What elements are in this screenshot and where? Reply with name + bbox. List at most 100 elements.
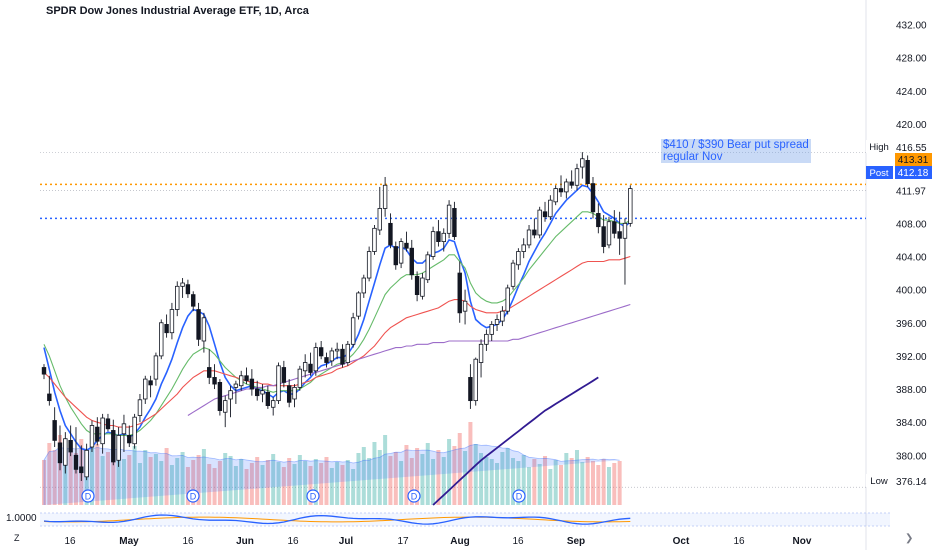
candle-body: [446, 204, 452, 234]
candle-body: [191, 294, 196, 307]
volume-bar: [516, 461, 521, 505]
candle-body: [430, 231, 436, 257]
candle-body: [57, 442, 63, 464]
volume-bar: [580, 462, 585, 505]
volume-bar: [255, 457, 260, 505]
volume-bar: [479, 453, 484, 505]
candle-body: [249, 378, 255, 390]
volume-bar: [260, 465, 265, 505]
candle-body: [553, 188, 558, 203]
time-axis-label: Oct: [673, 536, 690, 547]
volume-bar: [42, 460, 46, 505]
candle-body: [228, 390, 233, 400]
candle-body: [356, 292, 361, 317]
candle-body: [244, 375, 249, 382]
time-axis-label: May: [119, 536, 139, 547]
price-tick-label: 388.00: [896, 385, 927, 396]
time-axis-label: Jul: [339, 536, 354, 547]
navigate-forward-icon[interactable]: ❯: [905, 533, 914, 544]
volume-bar: [308, 466, 313, 505]
oscillator-signal-line: [43, 516, 631, 523]
volume-bar: [601, 459, 606, 505]
candle-body: [217, 382, 223, 411]
candle-body: [494, 319, 500, 325]
volume-bar: [249, 463, 254, 505]
candle-body: [478, 343, 484, 363]
low-value: 376.14: [896, 477, 927, 488]
volume-bar: [148, 457, 153, 505]
volume-bar: [505, 448, 510, 505]
price-tick-label: 411.97: [896, 186, 926, 197]
volume-bar: [543, 456, 548, 505]
volume-bar: [559, 465, 564, 505]
candle-body: [590, 183, 596, 213]
volume-bar: [468, 422, 473, 505]
candle-body: [436, 231, 441, 242]
candle-body: [537, 209, 542, 236]
volume-bar: [287, 458, 292, 505]
last-price-badge: 413.31: [898, 155, 929, 166]
candle-body: [612, 221, 617, 234]
volume-bar: [73, 453, 78, 505]
price-tick-label: 408.00: [896, 219, 927, 230]
volume-bar: [585, 457, 590, 505]
volume-bar: [452, 446, 457, 505]
volume-bar: [244, 469, 249, 505]
moving-average-line: [43, 184, 631, 452]
candle-body: [100, 417, 105, 445]
candle-body: [398, 241, 404, 264]
candle-body: [457, 272, 462, 314]
volume-bar: [95, 444, 100, 505]
volume-bar: [111, 448, 116, 505]
candle-body: [558, 188, 564, 193]
moving-average-line: [43, 211, 631, 436]
candle-body: [52, 420, 57, 441]
candle-body: [239, 375, 244, 387]
high-value: 416.55: [896, 143, 927, 154]
zoom-button[interactable]: Z: [14, 533, 20, 543]
time-axis-label: 16: [733, 536, 745, 547]
chart-title: SPDR Dow Jones Industrial Average ETF, 1…: [46, 5, 309, 17]
volume-bar: [175, 458, 180, 505]
volume-bar: [436, 450, 441, 505]
volume-bar: [489, 459, 494, 505]
candle-body: [276, 365, 281, 402]
candle-body: [409, 247, 414, 276]
volume-bar: [63, 457, 68, 505]
candle-body: [223, 400, 228, 413]
volume-bar: [367, 458, 372, 505]
volume-bar: [420, 454, 425, 505]
volume-bar: [351, 469, 356, 505]
volume-bar: [340, 465, 345, 505]
candle-body: [121, 423, 127, 435]
volume-bar: [271, 454, 276, 505]
volume-bar: [575, 450, 579, 505]
volume-bar: [265, 460, 270, 505]
candle-body: [489, 324, 494, 335]
candle-body: [366, 251, 372, 279]
dividend-marker-letter: D: [190, 492, 197, 502]
volume-bar: [329, 468, 334, 505]
volume-bar: [127, 455, 132, 505]
volume-bar: [297, 455, 302, 505]
candle-body: [473, 358, 478, 402]
candle-body: [462, 300, 468, 312]
price-tick-label: 400.00: [896, 286, 927, 297]
annotation-note[interactable]: $410 / $390 Bear put spread regular Nov: [661, 139, 811, 163]
volume-bar: [617, 461, 622, 505]
high-tag-bg: [866, 140, 893, 153]
candle-body: [153, 355, 159, 380]
post-price-badge: 412.18: [898, 168, 929, 179]
candle-body: [510, 262, 516, 287]
time-axis-label: 16: [64, 536, 76, 547]
candle-body: [361, 277, 366, 294]
volume-bar: [143, 450, 148, 505]
volume-bar: [84, 461, 89, 505]
volume-bar: [441, 457, 446, 505]
volume-bar: [100, 456, 105, 505]
candle-body: [111, 430, 116, 463]
candle-body: [143, 378, 148, 400]
candle-body: [324, 357, 329, 363]
low-tag-bg: [866, 474, 893, 487]
